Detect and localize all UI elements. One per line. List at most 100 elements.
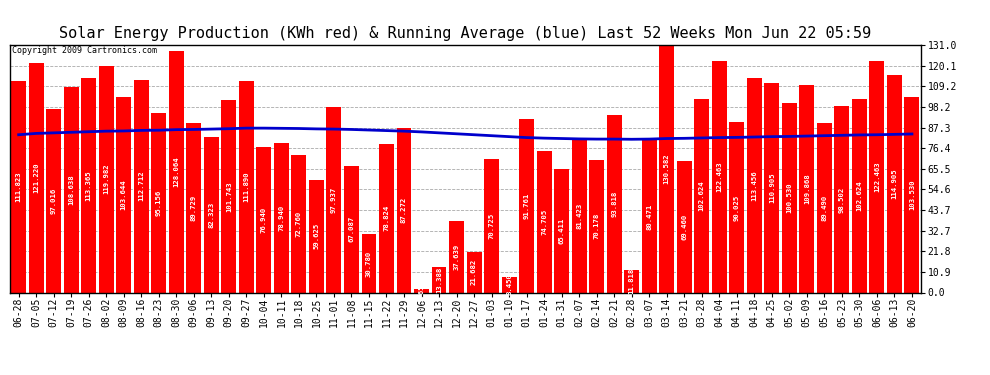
- Text: 74.705: 74.705: [542, 209, 547, 235]
- Bar: [694, 99, 709, 292]
- Text: 82.323: 82.323: [208, 202, 214, 228]
- Bar: [309, 180, 324, 292]
- Text: 111.890: 111.890: [244, 171, 249, 202]
- Text: 119.982: 119.982: [103, 164, 109, 195]
- Text: 111.823: 111.823: [16, 171, 22, 202]
- Text: 69.460: 69.460: [681, 214, 687, 240]
- Bar: [379, 144, 394, 292]
- Bar: [571, 139, 587, 292]
- Bar: [554, 169, 569, 292]
- Bar: [712, 61, 727, 292]
- Text: 121.220: 121.220: [34, 163, 40, 193]
- Text: 97.016: 97.016: [50, 188, 56, 214]
- Text: 30.780: 30.780: [366, 250, 372, 276]
- Text: 67.087: 67.087: [348, 216, 354, 242]
- Text: 113.456: 113.456: [751, 170, 757, 201]
- Bar: [151, 113, 166, 292]
- Bar: [764, 83, 779, 292]
- Text: 59.625: 59.625: [314, 223, 320, 249]
- Text: 21.682: 21.682: [471, 259, 477, 285]
- Bar: [607, 115, 622, 292]
- Bar: [466, 252, 481, 292]
- Bar: [414, 290, 429, 292]
- Bar: [256, 147, 271, 292]
- Bar: [81, 78, 96, 292]
- Text: 1.650: 1.650: [419, 280, 425, 302]
- Text: 78.824: 78.824: [383, 205, 389, 231]
- Text: 90.025: 90.025: [734, 194, 740, 220]
- Text: 109.868: 109.868: [804, 173, 810, 204]
- Bar: [239, 81, 253, 292]
- Bar: [397, 128, 412, 292]
- Text: Copyright 2009 Cartronics.com: Copyright 2009 Cartronics.com: [12, 46, 156, 55]
- Bar: [63, 87, 78, 292]
- Bar: [782, 103, 797, 292]
- Bar: [502, 276, 517, 292]
- Bar: [116, 97, 132, 292]
- Text: 78.940: 78.940: [278, 205, 284, 231]
- Text: 70.178: 70.178: [594, 213, 600, 239]
- Text: 13.388: 13.388: [436, 267, 442, 293]
- Text: 76.940: 76.940: [261, 207, 267, 233]
- Bar: [29, 63, 44, 292]
- Bar: [746, 78, 761, 292]
- Bar: [537, 152, 551, 292]
- Bar: [361, 234, 376, 292]
- Bar: [432, 267, 446, 292]
- Text: 102.624: 102.624: [699, 180, 705, 211]
- Text: 100.530: 100.530: [786, 182, 792, 213]
- Text: 103.644: 103.644: [121, 179, 127, 210]
- Bar: [222, 100, 237, 292]
- Text: 103.530: 103.530: [909, 179, 915, 210]
- Bar: [291, 155, 306, 292]
- Text: 91.761: 91.761: [524, 193, 530, 219]
- Title: Solar Energy Production (KWh red) & Running Average (blue) Last 52 Weeks Mon Jun: Solar Energy Production (KWh red) & Runn…: [59, 26, 871, 41]
- Text: 89.490: 89.490: [822, 195, 828, 221]
- Text: 95.156: 95.156: [155, 189, 161, 216]
- Text: 8.450: 8.450: [506, 274, 512, 296]
- Bar: [869, 61, 884, 292]
- Bar: [169, 51, 184, 292]
- Text: 98.502: 98.502: [839, 186, 844, 213]
- Text: 87.272: 87.272: [401, 197, 407, 223]
- Bar: [99, 66, 114, 292]
- Bar: [449, 221, 464, 292]
- Bar: [659, 46, 674, 292]
- Bar: [677, 161, 692, 292]
- Text: 93.818: 93.818: [611, 191, 617, 217]
- Bar: [852, 99, 867, 292]
- Text: 122.463: 122.463: [874, 162, 880, 192]
- Text: 102.624: 102.624: [856, 180, 862, 211]
- Text: 130.582: 130.582: [663, 154, 669, 184]
- Text: 72.760: 72.760: [296, 211, 302, 237]
- Text: 81.423: 81.423: [576, 202, 582, 229]
- Text: 89.729: 89.729: [191, 195, 197, 221]
- Text: 11.818: 11.818: [629, 268, 635, 294]
- Bar: [905, 97, 920, 292]
- Bar: [186, 123, 201, 292]
- Bar: [835, 106, 849, 292]
- Text: 122.463: 122.463: [717, 162, 723, 192]
- Bar: [274, 143, 289, 292]
- Bar: [642, 141, 656, 292]
- Bar: [589, 160, 604, 292]
- Bar: [344, 166, 359, 292]
- Text: 80.471: 80.471: [646, 203, 652, 229]
- Bar: [327, 108, 342, 292]
- Bar: [204, 137, 219, 292]
- Text: 37.639: 37.639: [453, 244, 459, 270]
- Bar: [625, 270, 640, 292]
- Text: 101.743: 101.743: [226, 181, 232, 212]
- Text: 113.365: 113.365: [86, 170, 92, 201]
- Text: 70.725: 70.725: [489, 213, 495, 239]
- Bar: [799, 85, 815, 292]
- Bar: [817, 123, 832, 292]
- Bar: [519, 119, 534, 292]
- Text: 112.712: 112.712: [139, 171, 145, 201]
- Text: 65.411: 65.411: [558, 217, 564, 244]
- Text: 128.064: 128.064: [173, 156, 179, 187]
- Text: 97.937: 97.937: [331, 187, 337, 213]
- Bar: [887, 75, 902, 292]
- Bar: [134, 80, 148, 292]
- Text: 114.905: 114.905: [891, 169, 897, 199]
